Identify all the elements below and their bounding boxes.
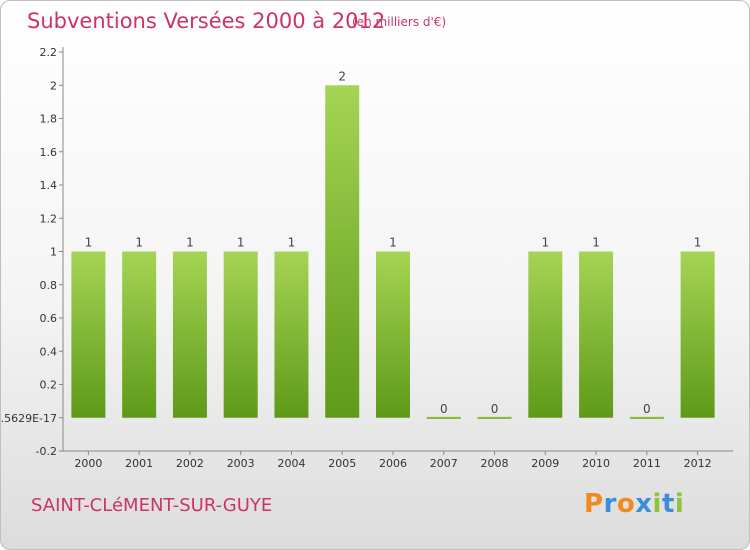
bar-2012	[680, 251, 715, 418]
x-tick-label: 2010	[582, 457, 610, 470]
unit-note: (en milliers d'€)	[352, 15, 447, 29]
x-tick-label: 2002	[176, 457, 204, 470]
data-label-2010: 1	[592, 236, 600, 250]
x-tick-label: 2006	[379, 457, 407, 470]
data-label-2009: 1	[541, 236, 549, 250]
bar-2007	[426, 416, 461, 419]
y-tick-label: 2.2	[40, 46, 58, 59]
bar-2000	[71, 251, 106, 418]
y-tick-label: 0.8	[40, 279, 58, 292]
bars	[71, 85, 715, 419]
bar-2009	[528, 251, 563, 418]
bar-2005	[325, 85, 360, 418]
x-tick-label: 2000	[74, 457, 102, 470]
bar-2010	[579, 251, 614, 418]
data-label-2006: 1	[389, 236, 397, 250]
bar-2006	[376, 251, 410, 418]
data-label-2003: 1	[237, 236, 245, 250]
bar-2001	[122, 251, 157, 418]
y-tick-label: 2	[50, 79, 57, 92]
bar-2003	[223, 251, 258, 418]
x-tick-label: 2009	[531, 457, 559, 470]
y-tick-label: 0.4	[40, 345, 58, 358]
y-tick-label: -0.2	[36, 445, 57, 458]
data-label-2001: 1	[135, 236, 143, 250]
data-labels: 1 1 1 1 1 2 1 0 0 1 1 0 1	[85, 69, 702, 416]
x-tick-label: 2012	[684, 457, 712, 470]
bar-2002	[172, 251, 207, 418]
data-label-2002: 1	[186, 236, 194, 250]
x-tick-label: 2004	[277, 457, 305, 470]
data-label-2011: 0	[643, 402, 651, 416]
x-tick-label: 2001	[125, 457, 153, 470]
data-label-2005: 2	[338, 69, 346, 83]
data-label-2004: 1	[288, 236, 296, 250]
x-tick-label: 2011	[633, 457, 661, 470]
x-tick-label: 2005	[328, 457, 356, 470]
y-tick-label: 1.4	[40, 179, 58, 192]
data-label-2008: 0	[491, 402, 499, 416]
x-tick-label: 2007	[430, 457, 458, 470]
data-label-2012: 1	[694, 236, 702, 250]
axes: -0.2 -1.5629E-17 0.2 0.4 0.6 0.8 1 1.2 1.4 1.6 1.8…	[1, 46, 733, 470]
x-tick-label: 2008	[481, 457, 509, 470]
y-tick-label: 1	[50, 246, 57, 259]
proxiti-logo: Proxiti	[584, 489, 685, 519]
x-tick-label: 2003	[227, 457, 255, 470]
bar-2008	[477, 416, 512, 419]
y-tick-label: -1.5629E-17	[1, 412, 57, 425]
data-label-2007: 0	[440, 402, 448, 416]
y-tick-label: 1.8	[40, 113, 58, 126]
bar-2004	[274, 251, 309, 418]
y-tick-label: 0.2	[40, 379, 58, 392]
y-tick-label: 1.2	[40, 212, 58, 225]
y-tick-label: 0.6	[40, 312, 58, 325]
data-label-2000: 1	[85, 236, 93, 250]
bar-2011	[629, 416, 664, 419]
chart-title: Subventions Versées 2000 à 2012	[27, 9, 386, 33]
commune-name: SAINT-CLéMENT-SUR-GUYE	[31, 495, 273, 516]
y-tick-label: 1.6	[40, 146, 58, 159]
